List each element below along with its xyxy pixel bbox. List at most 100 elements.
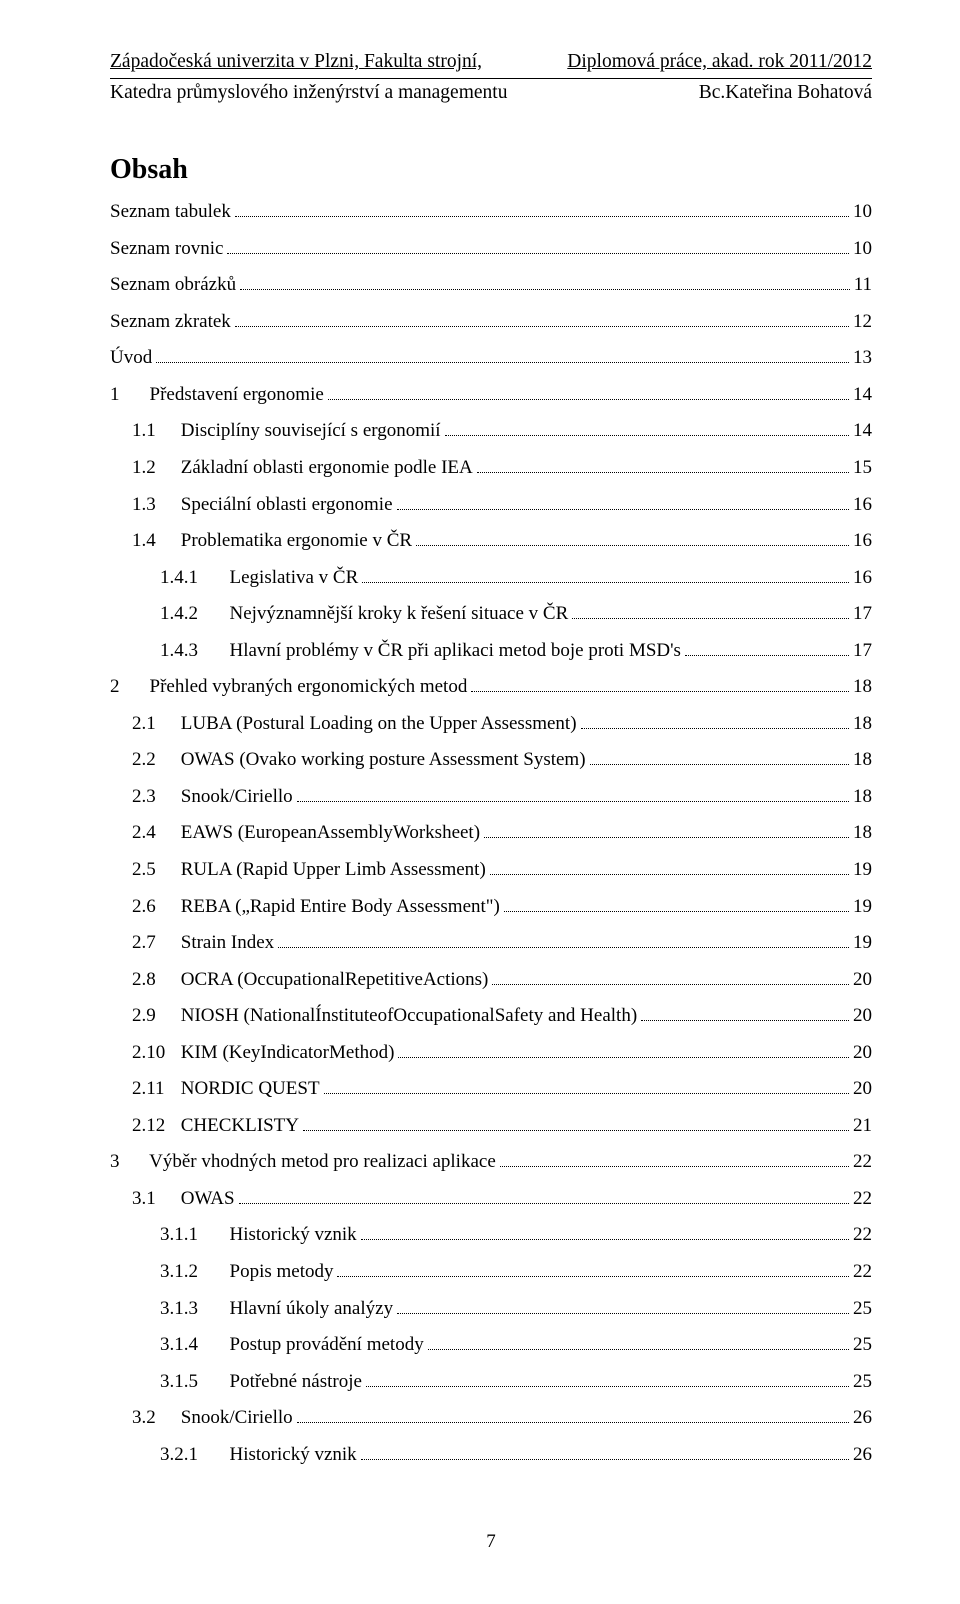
- toc-entry: 3.1.1 Historický vznik 22: [110, 1221, 872, 1249]
- page-number: 7: [110, 1528, 872, 1556]
- toc-leader-dots: [504, 897, 849, 912]
- toc-label: 3.1.3 Hlavní úkoly analýzy: [160, 1295, 393, 1323]
- toc-label: Seznam rovnic: [110, 235, 223, 263]
- toc-label: 1.4.2 Nejvýznamnější kroky k řešení situ…: [160, 600, 568, 628]
- toc-entry: 3.1.3 Hlavní úkoly analýzy 25: [110, 1295, 872, 1323]
- toc-leader-dots: [239, 1189, 849, 1204]
- toc-label: 3.1.5 Potřebné nástroje: [160, 1368, 362, 1396]
- toc-label: 1.3 Speciální oblasti ergonomie: [132, 491, 393, 519]
- toc-entry: Seznam obrázků 11: [110, 271, 872, 299]
- toc-leader-dots: [278, 933, 849, 948]
- toc-label: 2.4 EAWS (EuropeanAssemblyWorksheet): [132, 819, 480, 847]
- header-right-bottom: Bc.Kateřina Bohatová: [699, 79, 872, 107]
- toc-label: Seznam zkratek: [110, 308, 231, 336]
- toc-page-number: 19: [853, 929, 872, 957]
- toc-label: 2.3 Snook/Ciriello: [132, 783, 293, 811]
- toc-label: 2.12 CHECKLISTY: [132, 1112, 299, 1140]
- toc-label: 2.5 RULA (Rapid Upper Limb Assessment): [132, 856, 486, 884]
- toc-label: 2.10 KIM (KeyIndicatorMethod): [132, 1039, 394, 1067]
- toc-page-number: 18: [853, 710, 872, 738]
- toc-leader-dots: [235, 312, 849, 327]
- header-left-bottom: Katedra průmyslového inženýrství a manag…: [110, 79, 507, 107]
- toc-label: 2.7 Strain Index: [132, 929, 274, 957]
- table-of-contents: Seznam tabulek 10 Seznam rovnic 10 Seznam …: [110, 198, 872, 1468]
- toc-entry: 3.2.1 Historický vznik 26: [110, 1441, 872, 1469]
- toc-entry: 1.1 Disciplíny související s ergonomií 1…: [110, 417, 872, 445]
- toc-page-number: 11: [854, 271, 872, 299]
- toc-page-number: 26: [853, 1404, 872, 1432]
- toc-entry: 3.1.2 Popis metody 22: [110, 1258, 872, 1286]
- toc-leader-dots: [572, 604, 849, 619]
- toc-leader-dots: [590, 751, 849, 766]
- toc-page-number: 13: [853, 344, 872, 372]
- toc-leader-dots: [445, 422, 849, 437]
- toc-label: 3 Výběr vhodných metod pro realizaci apl…: [110, 1148, 496, 1176]
- toc-page-number: 22: [853, 1221, 872, 1249]
- toc-page-number: 12: [853, 308, 872, 336]
- toc-entry: Seznam tabulek 10: [110, 198, 872, 226]
- toc-page-number: 16: [853, 527, 872, 555]
- toc-leader-dots: [240, 275, 850, 290]
- toc-label: 3.1.4 Postup provádění metody: [160, 1331, 424, 1359]
- toc-leader-dots: [581, 714, 849, 729]
- toc-leader-dots: [416, 531, 849, 546]
- toc-page-number: 20: [853, 1002, 872, 1030]
- toc-entry: 3.1 OWAS 22: [110, 1185, 872, 1213]
- toc-entry: 2 Přehled vybraných ergonomických metod …: [110, 673, 872, 701]
- toc-leader-dots: [303, 1116, 849, 1131]
- toc-label: Seznam obrázků: [110, 271, 236, 299]
- page-subheader: Katedra průmyslového inženýrství a manag…: [110, 79, 872, 107]
- toc-leader-dots: [297, 787, 849, 802]
- toc-label: 2 Přehled vybraných ergonomických metod: [110, 673, 467, 701]
- toc-leader-dots: [361, 1445, 849, 1460]
- toc-leader-dots: [397, 1299, 849, 1314]
- toc-page-number: 19: [853, 893, 872, 921]
- toc-entry: 2.1 LUBA (Postural Loading on the Upper …: [110, 710, 872, 738]
- toc-page-number: 20: [853, 1039, 872, 1067]
- toc-leader-dots: [362, 568, 849, 583]
- toc-label: 1.4.1 Legislativa v ČR: [160, 564, 358, 592]
- toc-page-number: 17: [853, 600, 872, 628]
- toc-entry: 2.3 Snook/Ciriello 18: [110, 783, 872, 811]
- toc-entry: 2.5 RULA (Rapid Upper Limb Assessment) 1…: [110, 856, 872, 884]
- toc-leader-dots: [398, 1043, 849, 1058]
- toc-entry: 3.1.4 Postup provádění metody 25: [110, 1331, 872, 1359]
- toc-page-number: 18: [853, 746, 872, 774]
- toc-entry: 1.4.1 Legislativa v ČR 16: [110, 564, 872, 592]
- toc-label: Seznam tabulek: [110, 198, 231, 226]
- toc-label: 2.8 OCRA (OccupationalRepetitiveActions): [132, 966, 488, 994]
- toc-label: 2.1 LUBA (Postural Loading on the Upper …: [132, 710, 577, 738]
- toc-entry: 2.11 NORDIC QUEST 20: [110, 1075, 872, 1103]
- toc-entry: 1.3 Speciální oblasti ergonomie 16: [110, 491, 872, 519]
- toc-label: 1.4.3 Hlavní problémy v ČR při aplikaci …: [160, 637, 681, 665]
- header-left-top: Západočeská univerzita v Plzni, Fakulta …: [110, 48, 482, 76]
- toc-page-number: 18: [853, 783, 872, 811]
- toc-page-number: 22: [853, 1148, 872, 1176]
- toc-label: Úvod: [110, 344, 152, 372]
- toc-label: 3.1.2 Popis metody: [160, 1258, 333, 1286]
- toc-entry: 3 Výběr vhodných metod pro realizaci apl…: [110, 1148, 872, 1176]
- toc-entry: 1.4 Problematika ergonomie v ČR 16: [110, 527, 872, 555]
- toc-page-number: 25: [853, 1295, 872, 1323]
- toc-entry: Seznam zkratek 12: [110, 308, 872, 336]
- toc-label: 3.1.1 Historický vznik: [160, 1221, 357, 1249]
- toc-entry: 2.6 REBA („Rapid Entire Body Assessment"…: [110, 893, 872, 921]
- toc-entry: 2.2 OWAS (Ovako working posture Assessme…: [110, 746, 872, 774]
- toc-label: 2.6 REBA („Rapid Entire Body Assessment"…: [132, 893, 500, 921]
- toc-page-number: 17: [853, 637, 872, 665]
- toc-label: 1.1 Disciplíny související s ergonomií: [132, 417, 441, 445]
- toc-leader-dots: [297, 1408, 849, 1423]
- toc-entry: 1.4.3 Hlavní problémy v ČR při aplikaci …: [110, 637, 872, 665]
- toc-page-number: 10: [853, 198, 872, 226]
- toc-leader-dots: [685, 641, 849, 656]
- toc-page-number: 15: [853, 454, 872, 482]
- toc-page-number: 14: [853, 417, 872, 445]
- toc-label: 1.4 Problematika ergonomie v ČR: [132, 527, 412, 555]
- toc-leader-dots: [471, 677, 849, 692]
- toc-entry: 1.2 Základní oblasti ergonomie podle IEA…: [110, 454, 872, 482]
- toc-entry: 1 Představení ergonomie 14: [110, 381, 872, 409]
- toc-leader-dots: [324, 1079, 849, 1094]
- toc-label: 1.2 Základní oblasti ergonomie podle IEA: [132, 454, 473, 482]
- toc-label: 1 Představení ergonomie: [110, 381, 324, 409]
- toc-page-number: 21: [853, 1112, 872, 1140]
